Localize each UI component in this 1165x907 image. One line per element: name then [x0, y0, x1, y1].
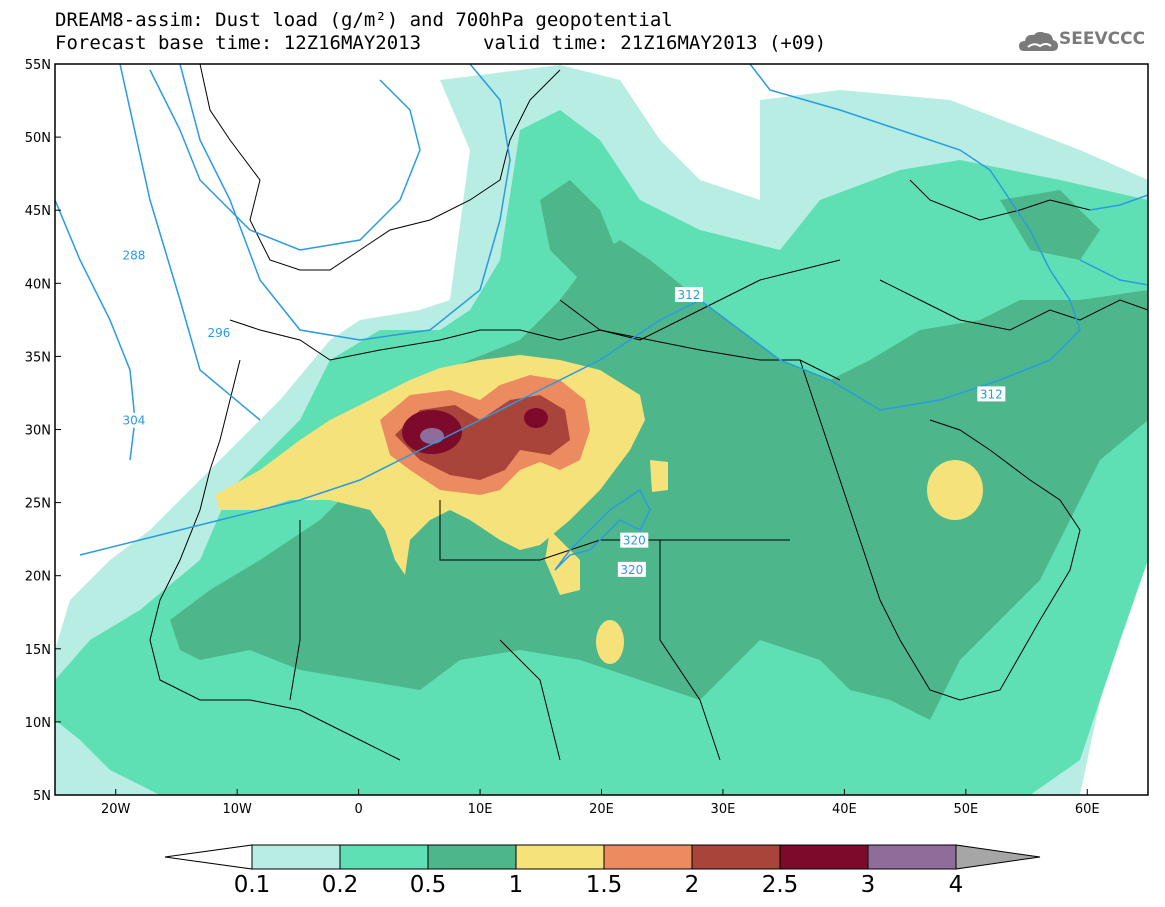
lat-label: 25N — [25, 497, 51, 512]
colorbar-label: 2.5 — [761, 872, 799, 898]
lon-label: 0 — [354, 802, 362, 817]
colorbar-label: 3 — [860, 872, 876, 898]
contour-label: 304 — [122, 414, 145, 428]
colorbar-label: 1.5 — [585, 872, 623, 898]
valid-time: valid time: 21Z16MAY2013 (+09) — [483, 32, 827, 54]
longitude-ticks: 20W 10W 0 10E 20E 30E 40E 50E 60E — [101, 789, 1100, 817]
contour-label-bg — [204, 325, 233, 341]
colorbar-segment — [339, 844, 429, 870]
lat-label: 15N — [25, 643, 51, 658]
colorbar-segment — [427, 844, 517, 870]
lon-label: 10W — [222, 802, 252, 817]
lon-label: 40E — [832, 802, 857, 817]
lat-label: 35N — [25, 350, 51, 365]
colorbar-segment — [251, 844, 341, 870]
lat-label: 55N — [25, 58, 51, 73]
colorbar-label: 0.2 — [321, 872, 359, 898]
contour-label: 288 — [122, 249, 145, 263]
logo-text: SEEVCCC — [1059, 29, 1146, 49]
colorbar — [164, 844, 1041, 870]
colorbar-segment — [603, 844, 693, 870]
contour-label: 312 — [677, 288, 700, 302]
contour-label: 312 — [25, 534, 48, 548]
lon-label: 20E — [589, 802, 614, 817]
lat-label: 5N — [33, 789, 51, 804]
lat-label: 20N — [25, 570, 51, 585]
contour-label: 296 — [207, 326, 230, 340]
map-title: DREAM8-assim: Dust load (g/m²) and 700hP… — [55, 9, 673, 31]
lon-label: 50E — [953, 802, 978, 817]
lon-label: 10E — [468, 802, 493, 817]
contour-label-bg — [119, 247, 148, 263]
latitude-ticks: 55N 50N 45N 40N 35N 30N 25N 20N 15N 10N 5N — [25, 58, 61, 804]
contour-label-bg — [977, 386, 1006, 402]
colorbar-segment — [867, 844, 957, 870]
contour-label-bg — [617, 561, 646, 577]
lat-label: 10N — [25, 716, 51, 731]
contour-label: 320 — [623, 534, 646, 548]
cloud-logo-icon — [1019, 31, 1058, 51]
forecast-base-time: Forecast base time: 12Z16MAY2013 — [55, 32, 422, 54]
lat-label: 45N — [25, 204, 51, 219]
colorbar-label: 0.5 — [409, 872, 447, 898]
lat-label: 50N — [25, 131, 51, 146]
contour-label-bg — [23, 533, 51, 548]
colorbar-under — [164, 844, 253, 870]
colorbar-label: 1 — [508, 872, 524, 898]
colorbar-over — [955, 844, 1041, 870]
contour-label-bg — [119, 412, 148, 428]
contour-label-bg — [674, 286, 703, 302]
colorbar-segment — [691, 844, 781, 870]
contour-labels: 288296304312312312312320320 — [23, 247, 1006, 577]
colorbar-label: 2 — [684, 872, 700, 898]
colorbar-label: 0.1 — [233, 872, 271, 898]
contour-label-bg — [620, 532, 649, 548]
lat-label: 30N — [25, 424, 51, 439]
lon-label: 30E — [711, 802, 736, 817]
contour-label: 312 — [980, 387, 1003, 401]
dust-level-3 — [420, 428, 444, 444]
lon-label: 20W — [101, 802, 131, 817]
colorbar-segment — [515, 844, 605, 870]
lat-label: 40N — [25, 277, 51, 292]
contour-label: 320 — [620, 563, 643, 577]
colorbar-label: 4 — [948, 872, 964, 898]
lon-label: 60E — [1075, 802, 1100, 817]
colorbar-segment — [779, 844, 869, 870]
